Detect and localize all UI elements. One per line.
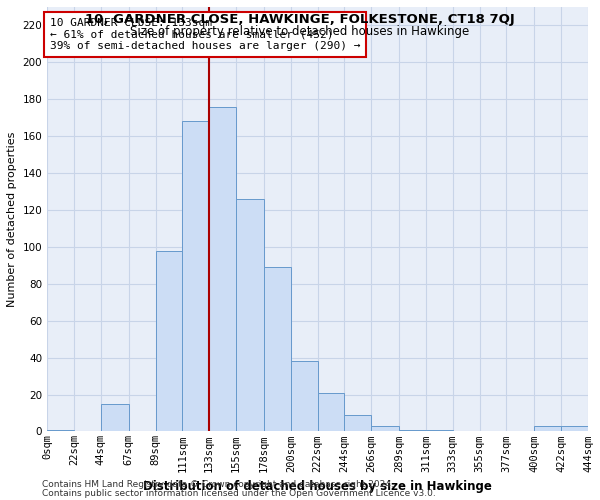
Bar (344, 415, 371, 432)
Bar (426, 430, 453, 432)
Bar (209, 106, 236, 432)
Bar (101, 404, 129, 431)
Bar (561, 426, 588, 432)
Text: 10, GARDNER CLOSE, HAWKINGE, FOLKESTONE, CT18 7QJ: 10, GARDNER CLOSE, HAWKINGE, FOLKESTONE,… (85, 12, 515, 26)
Bar (535, 426, 561, 432)
Bar (291, 362, 317, 432)
Bar (236, 199, 264, 432)
Text: Contains HM Land Registry data © Crown copyright and database right 2024.: Contains HM Land Registry data © Crown c… (42, 480, 394, 489)
X-axis label: Distribution of detached houses by size in Hawkinge: Distribution of detached houses by size … (143, 480, 492, 493)
Text: Size of property relative to detached houses in Hawkinge: Size of property relative to detached ho… (130, 25, 470, 38)
Text: Contains public sector information licensed under the Open Government Licence v3: Contains public sector information licen… (42, 488, 436, 498)
Bar (182, 122, 209, 432)
Bar (371, 426, 399, 432)
Bar (317, 392, 344, 432)
Bar (264, 267, 291, 432)
Bar (47, 430, 74, 432)
Bar (155, 250, 182, 432)
Bar (399, 430, 426, 432)
Text: 10 GARDNER CLOSE: 133sqm
← 61% of detached houses are smaller (452)
39% of semi-: 10 GARDNER CLOSE: 133sqm ← 61% of detach… (50, 18, 360, 51)
Y-axis label: Number of detached properties: Number of detached properties (7, 132, 17, 307)
